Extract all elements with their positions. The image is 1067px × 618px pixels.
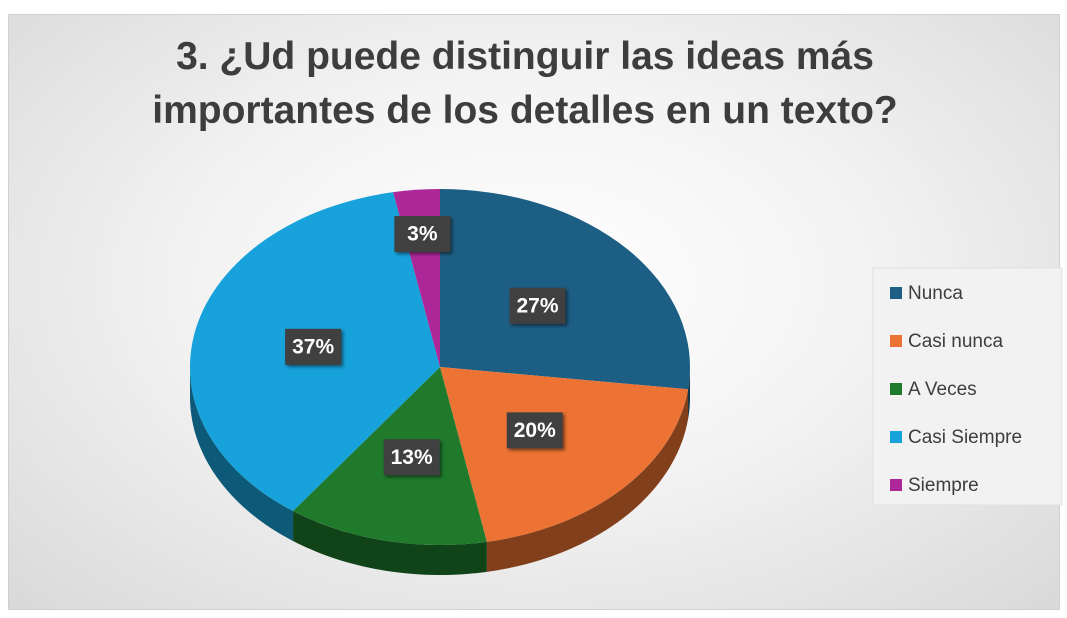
- data-label-box: [506, 412, 563, 449]
- data-label-box: [394, 216, 451, 253]
- legend-swatch: [890, 287, 902, 299]
- data-label-text: 27%: [516, 294, 558, 317]
- legend-swatch: [890, 431, 902, 443]
- data-label-box: [383, 439, 440, 476]
- data-label: 3%: [394, 216, 451, 253]
- slice-side: [190, 367, 294, 542]
- legend-label: Casi nunca: [908, 331, 1003, 352]
- data-label: 20%: [506, 412, 563, 449]
- data-label-text: 3%: [407, 223, 438, 246]
- slice-side: [688, 367, 690, 420]
- legend-swatch: [890, 335, 902, 347]
- slice: [440, 367, 689, 542]
- data-label-text: 13%: [391, 446, 433, 469]
- chart-title: 3. ¿Ud puede distinguir las ideas más im…: [152, 35, 898, 132]
- data-label-text: 20%: [514, 419, 556, 442]
- legend-swatch: [890, 383, 902, 395]
- data-label: 37%: [285, 328, 342, 365]
- legend-box: [872, 267, 1063, 506]
- legend-swatch: [890, 479, 902, 491]
- data-label-box: [285, 328, 342, 365]
- legend-label: Casi Siempre: [908, 427, 1022, 448]
- data-label: 13%: [383, 439, 440, 476]
- data-label-text: 37%: [292, 335, 334, 358]
- slice-side: [293, 511, 487, 575]
- slice-side: [486, 389, 689, 572]
- data-label: 27%: [509, 287, 566, 324]
- data-label-box: [509, 287, 566, 324]
- legend-label: Nunca: [908, 283, 963, 304]
- legend-label: A Veces: [908, 379, 977, 400]
- legend-label: Siempre: [908, 475, 979, 496]
